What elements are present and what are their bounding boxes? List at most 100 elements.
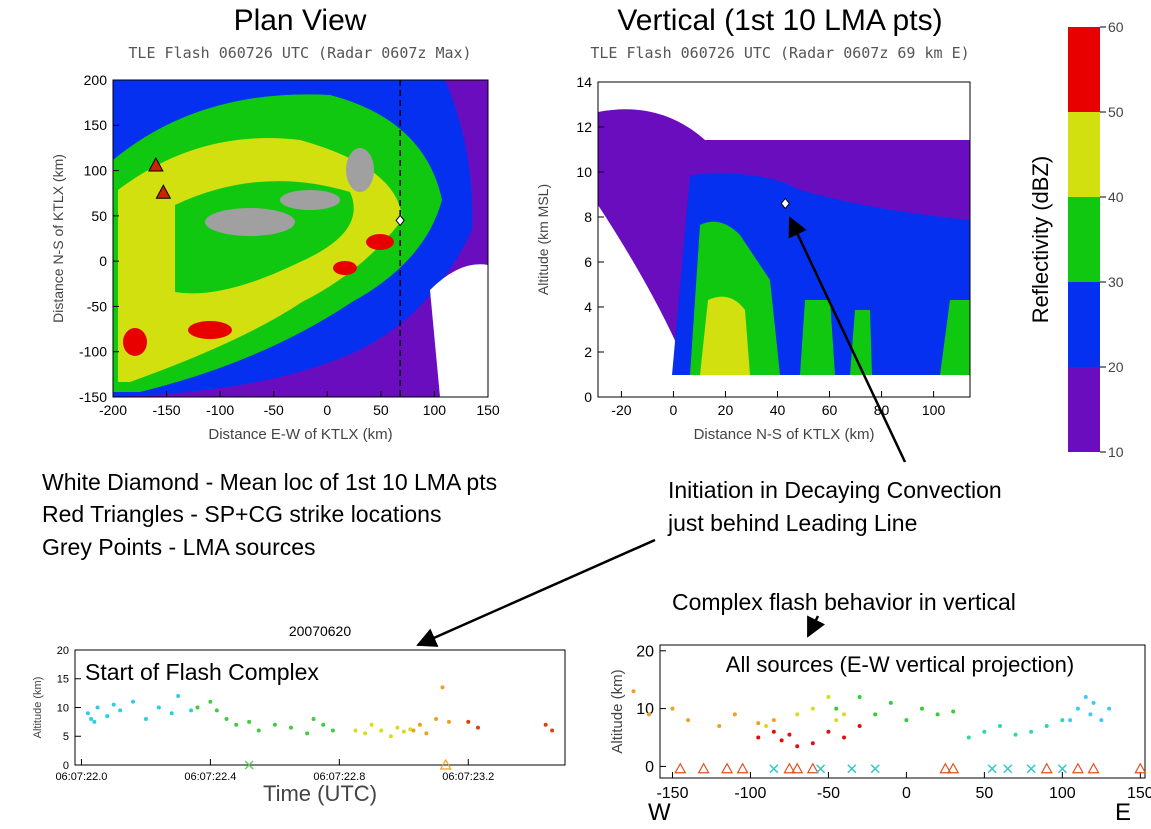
- triangle-marker: [699, 764, 709, 773]
- x-tick-label: 100: [922, 402, 946, 418]
- x-axis-label: Time (UTC): [263, 781, 377, 806]
- source-point: [1068, 718, 1072, 722]
- source-point: [1060, 718, 1064, 722]
- y-axis-label: Distance N-S of KTLX (km): [50, 154, 66, 323]
- source-point: [873, 712, 877, 716]
- triangle-marker: [1073, 764, 1083, 773]
- source-point: [196, 706, 200, 710]
- color-bin: [1068, 112, 1100, 197]
- x-tick-label: -100: [734, 785, 766, 802]
- source-point: [89, 717, 93, 721]
- y-tick-label: 100: [84, 162, 108, 178]
- note: Initiation in Decaying Convection: [668, 477, 1002, 503]
- source-point: [466, 720, 470, 724]
- source-point: [157, 706, 161, 710]
- cross-marker: [817, 765, 825, 773]
- y-tick-label: 10: [636, 701, 654, 718]
- x-tick-label: -50: [817, 785, 840, 802]
- y-axis-label: Altitude (km MSL): [535, 184, 551, 295]
- source-point: [647, 712, 651, 716]
- source-point: [936, 712, 940, 716]
- cross-marker: [848, 765, 856, 773]
- source-point: [858, 695, 862, 699]
- source-point: [402, 730, 406, 734]
- source-point: [379, 729, 383, 733]
- x-tick-label: 0: [902, 785, 911, 802]
- points: [631, 689, 1145, 772]
- source-point: [331, 729, 335, 733]
- chart-title: Vertical (1st 10 LMA pts): [617, 4, 942, 37]
- annotation: Start of Flash Complex: [85, 659, 319, 685]
- source-point: [105, 714, 109, 718]
- source-point: [441, 685, 445, 689]
- x-tick-label: 50: [373, 402, 389, 418]
- source-point: [826, 695, 830, 699]
- source-point: [418, 723, 422, 727]
- x-tick-label: 06:07:22.0: [55, 771, 107, 783]
- points: [86, 685, 554, 769]
- source-point: [1029, 730, 1033, 734]
- vertical-field: [598, 109, 970, 375]
- source-point: [112, 703, 116, 707]
- source-point: [717, 724, 721, 728]
- x-tick-label: -150: [153, 402, 181, 418]
- x-axis-label: Distance N-S of KTLX (km): [694, 426, 875, 443]
- cross-marker: [988, 765, 996, 773]
- source-point: [92, 720, 96, 724]
- source-point: [544, 723, 548, 727]
- source-point: [951, 710, 955, 714]
- y-tick-label: 4: [584, 299, 592, 315]
- x-tick-label: -50: [264, 402, 284, 418]
- y-tick-label: 20: [1108, 359, 1124, 375]
- source-point: [189, 708, 193, 712]
- source-point: [842, 736, 846, 740]
- y-tick-label: 2: [584, 344, 592, 360]
- y-tick-label: 20: [57, 645, 69, 657]
- source-point: [811, 741, 815, 745]
- x-tick-label: 20: [718, 402, 734, 418]
- source-point: [170, 711, 174, 715]
- source-point: [208, 700, 212, 704]
- y-tick-label: 0: [63, 760, 69, 772]
- source-point: [424, 731, 428, 735]
- source-point: [1099, 718, 1103, 722]
- source-point: [795, 712, 799, 716]
- source-point: [96, 706, 100, 710]
- y-tick-label: 10: [576, 164, 592, 180]
- x-tick-label: 60: [822, 402, 838, 418]
- triangle-marker: [738, 764, 748, 773]
- y-tick-label: 6: [584, 254, 592, 270]
- plan-field: [113, 80, 488, 397]
- x-tick-label: 100: [1049, 785, 1076, 802]
- y-tick-label: 10: [57, 702, 69, 714]
- source-point: [1076, 707, 1080, 711]
- source-point: [289, 726, 293, 730]
- source-point: [631, 689, 635, 693]
- x-tick-label: 80: [874, 402, 890, 418]
- y-tick-label: 10: [1108, 444, 1124, 460]
- y-tick-label: 50: [1108, 104, 1124, 120]
- source-point: [363, 731, 367, 735]
- y-tick-label: 12: [576, 119, 592, 135]
- source-point: [176, 694, 180, 698]
- y-tick-label: 15: [57, 674, 69, 686]
- chart-title: 20070620: [289, 623, 352, 639]
- source-point: [1045, 724, 1049, 728]
- source-point: [904, 718, 908, 722]
- source-point: [447, 720, 451, 724]
- y-tick-label: -100: [79, 344, 107, 360]
- source-point: [370, 723, 374, 727]
- source-point: [772, 730, 776, 734]
- source-point: [1107, 707, 1111, 711]
- source-point: [273, 723, 277, 727]
- source-point: [389, 734, 393, 738]
- triangle-marker: [675, 764, 685, 773]
- source-point: [312, 717, 316, 721]
- source-point: [1084, 695, 1088, 699]
- source-point: [787, 733, 791, 737]
- y-tick-label: 40: [1108, 189, 1124, 205]
- source-point: [321, 723, 325, 727]
- notes: White Diamond - Mean loc of 1st 10 LMA p…: [42, 469, 1002, 560]
- source-point: [982, 730, 986, 734]
- source-point: [234, 723, 238, 727]
